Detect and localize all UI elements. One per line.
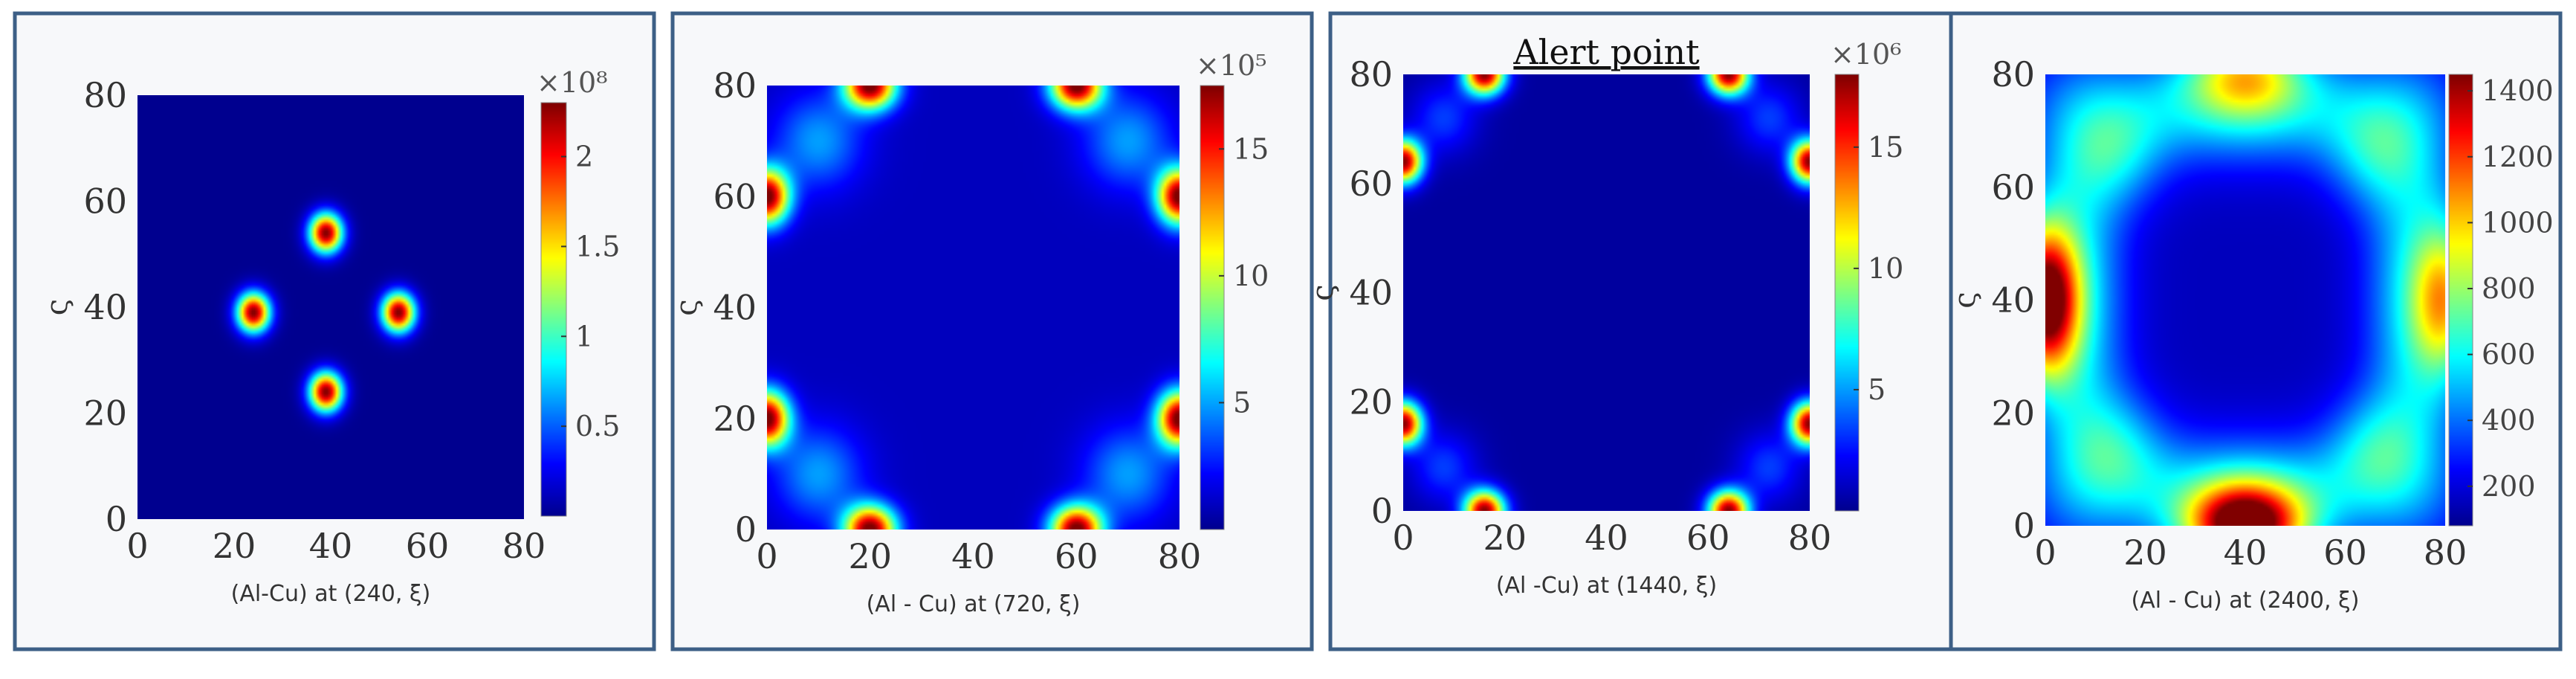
- heatmap-panel-3: 0 20 40 60 80 0 20 40 60 80 (Al -Cu) at (1440, ξ) ς…: [1306, 11, 1972, 651]
- colorbar-tick-label: 800: [2482, 272, 2536, 305]
- x-axis-label: (Al -Cu) at (1440, ξ): [1496, 573, 1717, 599]
- x-tick-label: 20: [213, 526, 256, 566]
- chart-title: Alert point: [1512, 32, 1700, 72]
- colorbar-tick-label: 1.5: [575, 230, 620, 263]
- x-tick-label: 80: [1788, 518, 1832, 558]
- y-tick-label: 0: [735, 509, 757, 550]
- y-tick-label: 60: [1991, 167, 2035, 207]
- y-tick-label: 0: [1371, 491, 1393, 531]
- x-tick-label: 60: [1686, 518, 1730, 558]
- colorbar-tick-label: 5: [1233, 386, 1251, 419]
- colorbar-tick-label: 1200: [2482, 141, 2554, 173]
- heatmap-image: [137, 95, 524, 519]
- colorbar: [2449, 74, 2473, 526]
- colorbar: [1835, 74, 1859, 511]
- y-axis-label: ς: [670, 299, 704, 315]
- heatmap-image: [2045, 74, 2445, 526]
- colorbar-exponent: ×10⁶: [1831, 38, 1901, 71]
- heatmap-image: [767, 86, 1179, 530]
- colorbar-tick-label: 600: [2482, 338, 2536, 371]
- heatmap-panel-1: 0 20 40 60 80 0 20 40 60 80 (Al-Cu) at (240, ξ) ς 0.…: [13, 11, 656, 651]
- x-tick-label: 80: [2424, 532, 2467, 573]
- colorbar-tick-label: 15: [1233, 132, 1269, 165]
- colorbar-tick-label: 5: [1868, 373, 1886, 406]
- y-tick-label: 60: [713, 176, 757, 216]
- colorbar: [1200, 86, 1224, 530]
- x-axis-label: (Al - Cu) at (2400, ξ): [2132, 588, 2360, 614]
- colorbar-tick-label: 10: [1233, 260, 1269, 292]
- y-tick-label: 20: [1991, 393, 2035, 433]
- colorbar-exponent: ×10⁸: [537, 66, 607, 99]
- x-tick-label: 60: [1055, 536, 1098, 576]
- colorbar: [541, 103, 566, 516]
- y-tick-label: 40: [1991, 280, 2035, 321]
- y-tick-label: 40: [713, 288, 757, 328]
- y-axis-label: ς: [40, 299, 74, 315]
- y-tick-label: 80: [83, 75, 127, 115]
- x-tick-label: 0: [1392, 518, 1414, 558]
- colorbar-tick-label: 15: [1868, 131, 1903, 164]
- x-tick-label: 0: [126, 526, 148, 566]
- colorbar-tick-label: 1400: [2482, 74, 2554, 107]
- x-axis-label: (Al-Cu) at (240, ξ): [231, 581, 431, 607]
- colorbar-tick-label: 1: [575, 320, 593, 353]
- colorbar-tick-label: 10: [1868, 252, 1903, 285]
- colorbar-exponent: ×10⁵: [1196, 49, 1266, 82]
- y-tick-label: 60: [1349, 164, 1393, 204]
- y-tick-label: 60: [83, 181, 127, 222]
- colorbar-tick-label: 400: [2482, 404, 2536, 437]
- x-tick-label: 80: [502, 526, 546, 566]
- colorbar-tick-label: 2: [575, 141, 593, 173]
- colorbar-outline: [1834, 74, 1860, 512]
- x-tick-label: 40: [951, 536, 995, 576]
- y-axis-label: ς: [1948, 292, 1982, 308]
- x-tick-label: 20: [2123, 532, 2167, 573]
- x-tick-label: 0: [756, 536, 777, 576]
- y-tick-label: 20: [83, 393, 127, 434]
- colorbar-outline: [1200, 85, 1225, 530]
- x-tick-label: 0: [2034, 532, 2056, 573]
- y-axis-label: ς: [1306, 284, 1340, 300]
- colorbar-tick-label: 0.5: [575, 410, 620, 443]
- x-tick-label: 80: [1158, 536, 1202, 576]
- colorbar-tick-label: 1000: [2482, 206, 2554, 239]
- y-tick-label: 80: [1991, 54, 2035, 94]
- x-tick-label: 40: [309, 526, 353, 566]
- y-tick-label: 20: [1349, 382, 1393, 422]
- x-tick-label: 20: [848, 536, 892, 576]
- colorbar-outline: [2448, 74, 2473, 527]
- x-tick-label: 40: [2224, 532, 2268, 573]
- x-tick-label: 20: [1483, 518, 1527, 558]
- y-tick-label: 0: [106, 499, 127, 539]
- y-tick-label: 80: [713, 65, 757, 106]
- heatmap-image: [1403, 74, 1810, 511]
- x-tick-label: 60: [406, 526, 450, 566]
- colorbar-tick-label: 200: [2482, 470, 2536, 503]
- x-tick-label: 60: [2323, 532, 2367, 573]
- heatmap-panel-2: 0 20 40 60 80 0 20 40 60 80 (Al - Cu) at (720, ξ) ς…: [670, 11, 1314, 651]
- y-tick-label: 40: [1349, 273, 1393, 313]
- x-axis-label: (Al - Cu) at (720, ξ): [867, 591, 1081, 617]
- colorbar-outline: [540, 102, 567, 517]
- y-tick-label: 20: [713, 399, 757, 439]
- y-tick-label: 0: [2013, 506, 2035, 546]
- y-tick-label: 40: [83, 287, 127, 327]
- y-tick-label: 80: [1349, 54, 1393, 94]
- x-tick-label: 40: [1585, 518, 1628, 558]
